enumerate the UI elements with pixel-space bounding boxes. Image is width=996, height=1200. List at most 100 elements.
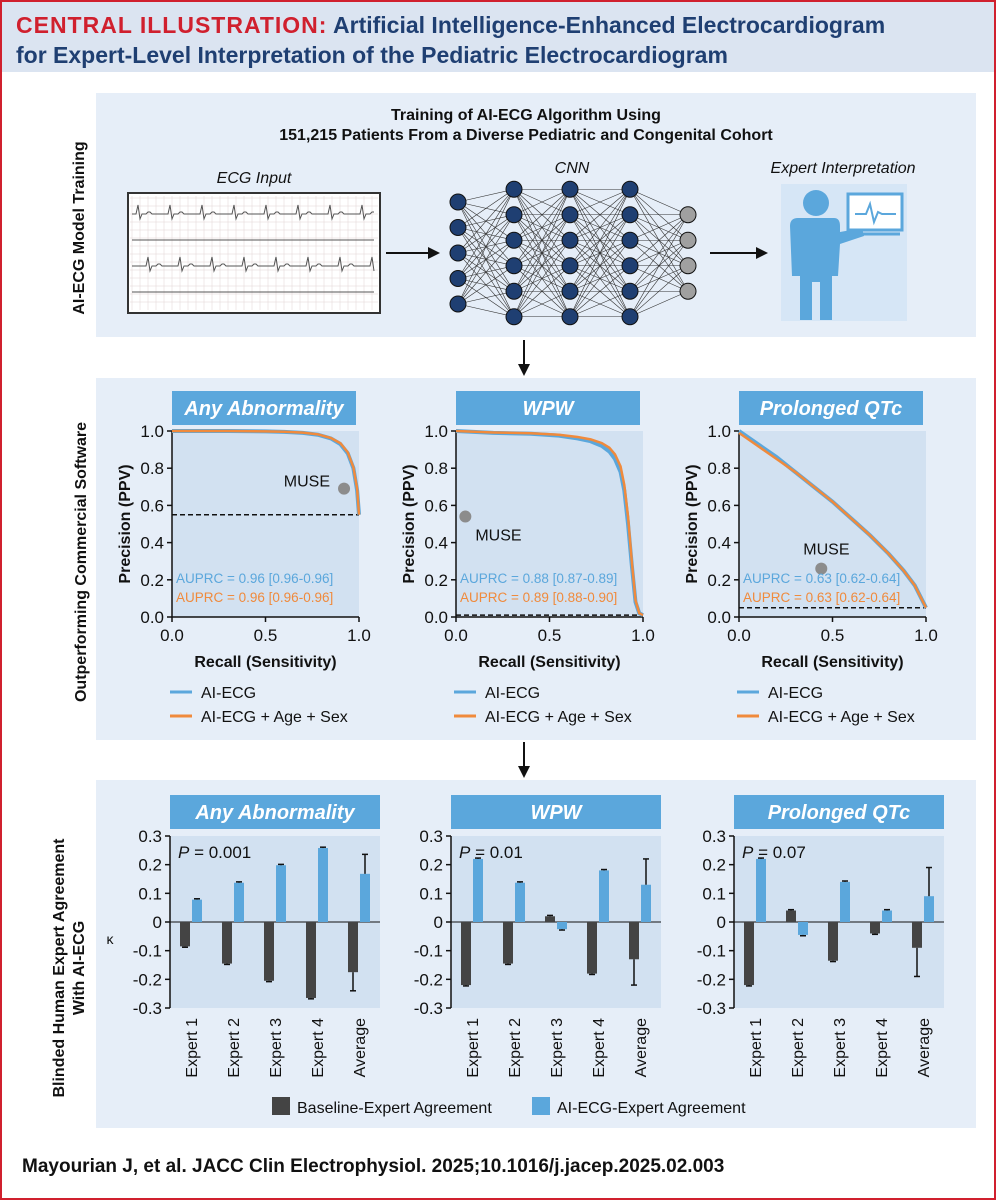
cnn-node: [561, 257, 579, 275]
y-axis-label: Precision (PPV): [684, 464, 701, 583]
pr-legend: AI-ECG AI-ECG + Age + Sex: [737, 685, 915, 726]
bar-ai-ecg: [641, 884, 651, 922]
cnn-node: [449, 295, 467, 313]
y-tick-label: 0.4: [424, 534, 448, 553]
expert-icon: [781, 184, 907, 321]
category-label: Expert 4: [310, 1018, 327, 1078]
cnn-connection: [569, 240, 631, 317]
cnn-node: [621, 308, 639, 326]
citation: Mayourian J, et al. JACC Clin Electrophy…: [22, 1156, 725, 1177]
plot-area: [172, 431, 359, 617]
y-tick-label: 0.0: [424, 608, 448, 627]
legend-label-ai-ecg-age-sex: AI-ECG + Age + Sex: [768, 709, 915, 726]
bar-ai-ecg: [798, 922, 808, 935]
category-label: Expert 3: [832, 1018, 849, 1078]
y-tick-label: 0.0: [140, 608, 164, 627]
y-tick-label: 0: [153, 913, 162, 932]
bar-baseline: [503, 922, 513, 964]
header: CENTRAL ILLUSTRATION: Artificial Intelli…: [2, 2, 994, 72]
cnn-connection: [513, 290, 571, 318]
category-label: Average: [916, 1018, 933, 1077]
p-value: = 0.07: [753, 843, 805, 862]
y-tick-label: -0.1: [133, 942, 162, 961]
p-value: = 0.001: [189, 843, 251, 862]
y-tick-label: 0.2: [707, 571, 731, 590]
cnn-connection: [457, 188, 515, 203]
cnn-output-node: [679, 206, 697, 224]
y-tick-label: 0.8: [140, 459, 164, 478]
cnn-connection: [513, 265, 571, 317]
category-label: Average: [352, 1018, 369, 1077]
category-label: Expert 2: [507, 1018, 524, 1078]
y-tick-label: 0.2: [419, 856, 443, 875]
y-tick-label: 0.1: [702, 884, 726, 903]
cnn-connection: [457, 240, 515, 305]
y-tick-label: 0.0: [707, 608, 731, 627]
chart-title: WPW: [530, 802, 583, 824]
cnn-node: [505, 231, 523, 249]
cnn-node: [449, 193, 467, 211]
pr-chart-2: WPW 0.0 0.2 0.4 0.6 0.8 1.0 0.0 0.5 1.0 Recall (Se…: [401, 391, 655, 726]
chart-title: Any Abnormality: [183, 398, 344, 420]
cnn-connection: [629, 214, 689, 266]
cnn-label: CNN: [554, 160, 590, 177]
cnn-connection: [629, 290, 689, 318]
chart-title-banner: [739, 391, 923, 425]
legend-label-ai-ecg-age-sex: AI-ECG + Age + Sex: [485, 709, 632, 726]
y-tick-label: 0.6: [424, 496, 448, 515]
category-label: Expert 2: [790, 1018, 807, 1078]
x-tick-label: 1.0: [631, 626, 655, 645]
title-prefix: CENTRAL ILLUSTRATION:: [16, 12, 328, 38]
category-label: Expert 4: [874, 1018, 891, 1078]
y-axis-label: Precision (PPV): [117, 464, 134, 583]
bar-baseline: [587, 922, 597, 974]
y-tick-label: 1.0: [707, 422, 731, 441]
cnn-node: [561, 206, 579, 224]
training-title-line-2: 151,215 Patients From a Diverse Pediatri…: [279, 127, 773, 144]
arrow-ecg-to-cnn: [386, 247, 440, 259]
y-tick-label: 0.1: [138, 884, 162, 903]
cnn-connection: [629, 188, 689, 216]
category-label: Expert 1: [748, 1018, 765, 1078]
legend-label-ai-ecg-age-sex: AI-ECG + Age + Sex: [201, 709, 348, 726]
y-axis-label: κ: [107, 931, 115, 947]
title-text-1: Artificial Intelligence-Enhanced Electro…: [333, 12, 886, 38]
y-tick-label: 0.2: [424, 571, 448, 590]
cnn-connection: [513, 189, 571, 292]
p-value-annotation: P = 0.01: [459, 843, 523, 862]
category-label: Expert 3: [549, 1018, 566, 1078]
y-tick-label: -0.3: [414, 999, 443, 1018]
arrow-down-1: [518, 340, 530, 376]
chart-title: Prolonged QTc: [760, 398, 903, 420]
p-symbol: P: [742, 843, 754, 862]
y-tick-label: 0.2: [702, 856, 726, 875]
auprc-ai-ecg: AUPRC = 0.63 [0.62-0.64]: [743, 571, 900, 586]
cnn-connection: [513, 188, 571, 216]
cnn-connection: [457, 189, 515, 228]
x-tick-label: 0.0: [444, 626, 468, 645]
training-title-line-1: Training of AI-ECG Algorithm Using: [391, 107, 661, 124]
cnn-connection: [629, 265, 689, 317]
cnn-connection: [513, 240, 571, 317]
chart-title: Prolonged QTc: [768, 802, 911, 824]
bar-ai-ecg: [557, 922, 567, 930]
chart-title-banner: [170, 795, 380, 829]
x-tick-label: 0.5: [538, 626, 562, 645]
muse-point: [815, 562, 828, 575]
chart-title-banner: [451, 795, 661, 829]
x-tick-label: 0.5: [821, 626, 845, 645]
bar-ai-ecg: [924, 896, 934, 922]
y-tick-label: 0.2: [138, 856, 162, 875]
category-label: Expert 2: [226, 1018, 243, 1078]
y-tick-label: 0.2: [140, 571, 164, 590]
cnn-connection: [629, 214, 689, 317]
cnn-connection: [629, 240, 689, 317]
y-tick-label: 0: [717, 913, 726, 932]
muse-label: MUSE: [803, 542, 849, 559]
y-tick-label: 0.8: [424, 459, 448, 478]
chart-title: WPW: [522, 398, 575, 420]
cnn-connection: [629, 214, 689, 292]
cnn-connection: [457, 189, 515, 254]
kappa-chart-1: Any Abnormality 0.3 0.2 0.1 0 -0.1 -0.2 -0.3 κ P …: [107, 795, 380, 1078]
